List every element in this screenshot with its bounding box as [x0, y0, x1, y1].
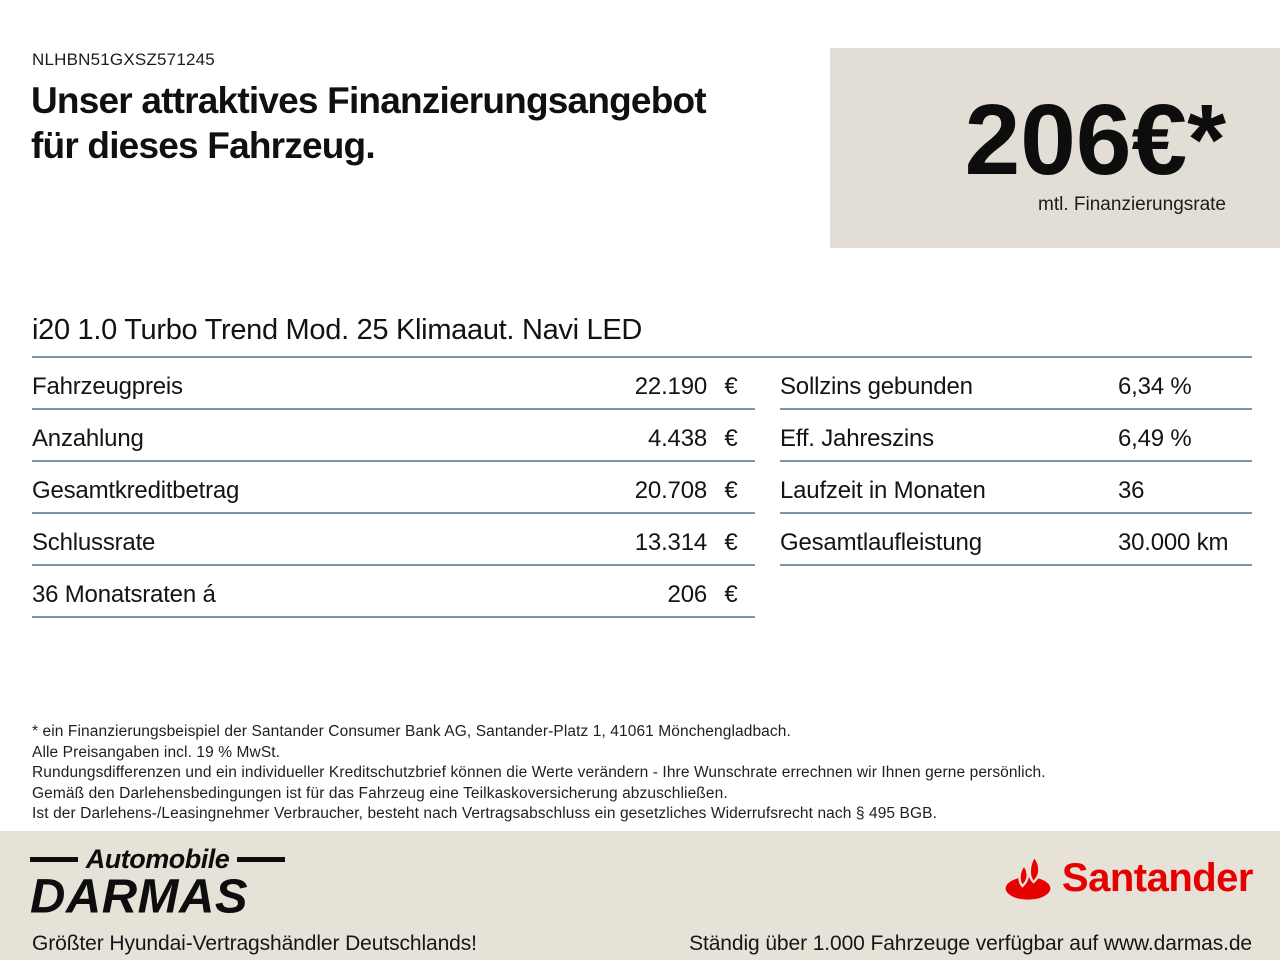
- row-label: Gesamtlaufleistung: [780, 529, 982, 556]
- table-row: Schlussrate 13.314 €: [32, 514, 755, 566]
- row-unit: €: [724, 581, 738, 608]
- row-value: 36: [1118, 477, 1145, 504]
- row-value: 30.000 km: [1118, 529, 1229, 556]
- table-row: 36 Monatsraten á 206 €: [32, 566, 755, 618]
- row-unit: €: [724, 529, 738, 556]
- darmas-logo-automobile: Automobile: [85, 844, 230, 874]
- disclaimer-line: Rundungsdifferenzen und ein individuelle…: [32, 764, 1046, 781]
- disclaimer-line: Alle Preisangaben incl. 19 % MwSt.: [32, 743, 281, 761]
- row-unit: €: [724, 425, 738, 452]
- dealer-slogan: Größter Hyundai-Vertragshändler Deutschl…: [32, 932, 477, 955]
- footer-slogans: Größter Hyundai-Vertragshändler Deutschl…: [0, 932, 1280, 956]
- table-row: Gesamtlaufleistung 30.000 km: [780, 514, 1252, 566]
- disclaimer-line: Ist der Darlehens-/Leasingnehmer Verbrau…: [32, 805, 937, 822]
- table-row: Anzahlung 4.438 €: [32, 410, 755, 462]
- santander-wordmark: Santander: [1061, 855, 1254, 900]
- row-value: 6,49 %: [1118, 425, 1192, 452]
- row-unit: €: [724, 373, 738, 400]
- page-title: Unser attraktives Finanzierungsangebot f…: [31, 78, 707, 168]
- row-label: Eff. Jahreszins: [780, 425, 934, 452]
- row-value: 13.314: [634, 529, 707, 556]
- row-value: 4.438: [647, 425, 707, 452]
- finance-details: i20 1.0 Turbo Trend Mod. 25 Klimaaut. Na…: [32, 314, 1252, 618]
- row-value: 20.708: [634, 477, 707, 504]
- santander-flame-icon: [1005, 854, 1051, 900]
- logo-bar-left: [30, 857, 78, 862]
- row-unit: €: [724, 477, 738, 504]
- table-row: Fahrzeugpreis 22.190 €: [32, 358, 755, 410]
- table-row: Sollzins gebunden 6,34 %: [780, 358, 1252, 410]
- santander-logo: Santander: [1004, 853, 1254, 903]
- darmas-logo-name: DARMAS: [30, 870, 249, 924]
- page-title-line1: Unser attraktives Finanzierungsangebot: [31, 80, 707, 121]
- row-label: Anzahlung: [32, 425, 144, 452]
- disclaimer-line: * ein Finanzierungsbeispiel der Santande…: [32, 723, 791, 740]
- row-value: 22.190: [634, 373, 707, 400]
- disclaimer-text: * ein Finanzierungsbeispiel der Santande…: [32, 722, 1222, 825]
- monthly-rate-box: 206€* mtl. Finanzierungsrate: [830, 48, 1280, 248]
- finance-table: Fahrzeugpreis 22.190 € Anzahlung 4.438 €…: [32, 358, 1252, 618]
- disclaimer-line: Gemäß den Darlehensbedingungen ist für d…: [32, 784, 728, 802]
- darmas-logo-top: Automobile: [30, 844, 285, 875]
- monthly-rate-caption: mtl. Finanzierungsrate: [1038, 194, 1226, 215]
- vin-number: NLHBN51GXSZ571245: [32, 50, 215, 69]
- table-row: Eff. Jahreszins 6,49 %: [780, 410, 1252, 462]
- vehicle-title: i20 1.0 Turbo Trend Mod. 25 Klimaaut. Na…: [32, 314, 1252, 358]
- row-value: 6,34 %: [1118, 373, 1192, 400]
- website-slogan: Ständig über 1.000 Fahrzeuge verfügbar a…: [689, 932, 1252, 955]
- monthly-rate-amount: 206€*: [964, 84, 1226, 196]
- finance-table-right-column: Sollzins gebunden 6,34 % Eff. Jahreszins…: [780, 358, 1252, 618]
- page-title-line2: für dieses Fahrzeug.: [31, 125, 376, 166]
- finance-table-left-column: Fahrzeugpreis 22.190 € Anzahlung 4.438 €…: [32, 358, 755, 618]
- row-value: 206: [667, 581, 708, 608]
- row-label: Sollzins gebunden: [780, 373, 973, 400]
- row-label: 36 Monatsraten á: [32, 581, 216, 608]
- row-label: Fahrzeugpreis: [32, 373, 183, 400]
- table-row: Gesamtkreditbetrag 20.708 €: [32, 462, 755, 514]
- row-label: Laufzeit in Monaten: [780, 477, 986, 504]
- logo-bar-right: [237, 857, 285, 862]
- row-label: Schlussrate: [32, 529, 156, 556]
- darmas-logo: Automobile DARMAS: [30, 844, 285, 921]
- row-label: Gesamtkreditbetrag: [32, 477, 240, 504]
- table-row: Laufzeit in Monaten 36: [780, 462, 1252, 514]
- footer-band: Automobile DARMAS Santander Größter Hyun…: [0, 831, 1280, 960]
